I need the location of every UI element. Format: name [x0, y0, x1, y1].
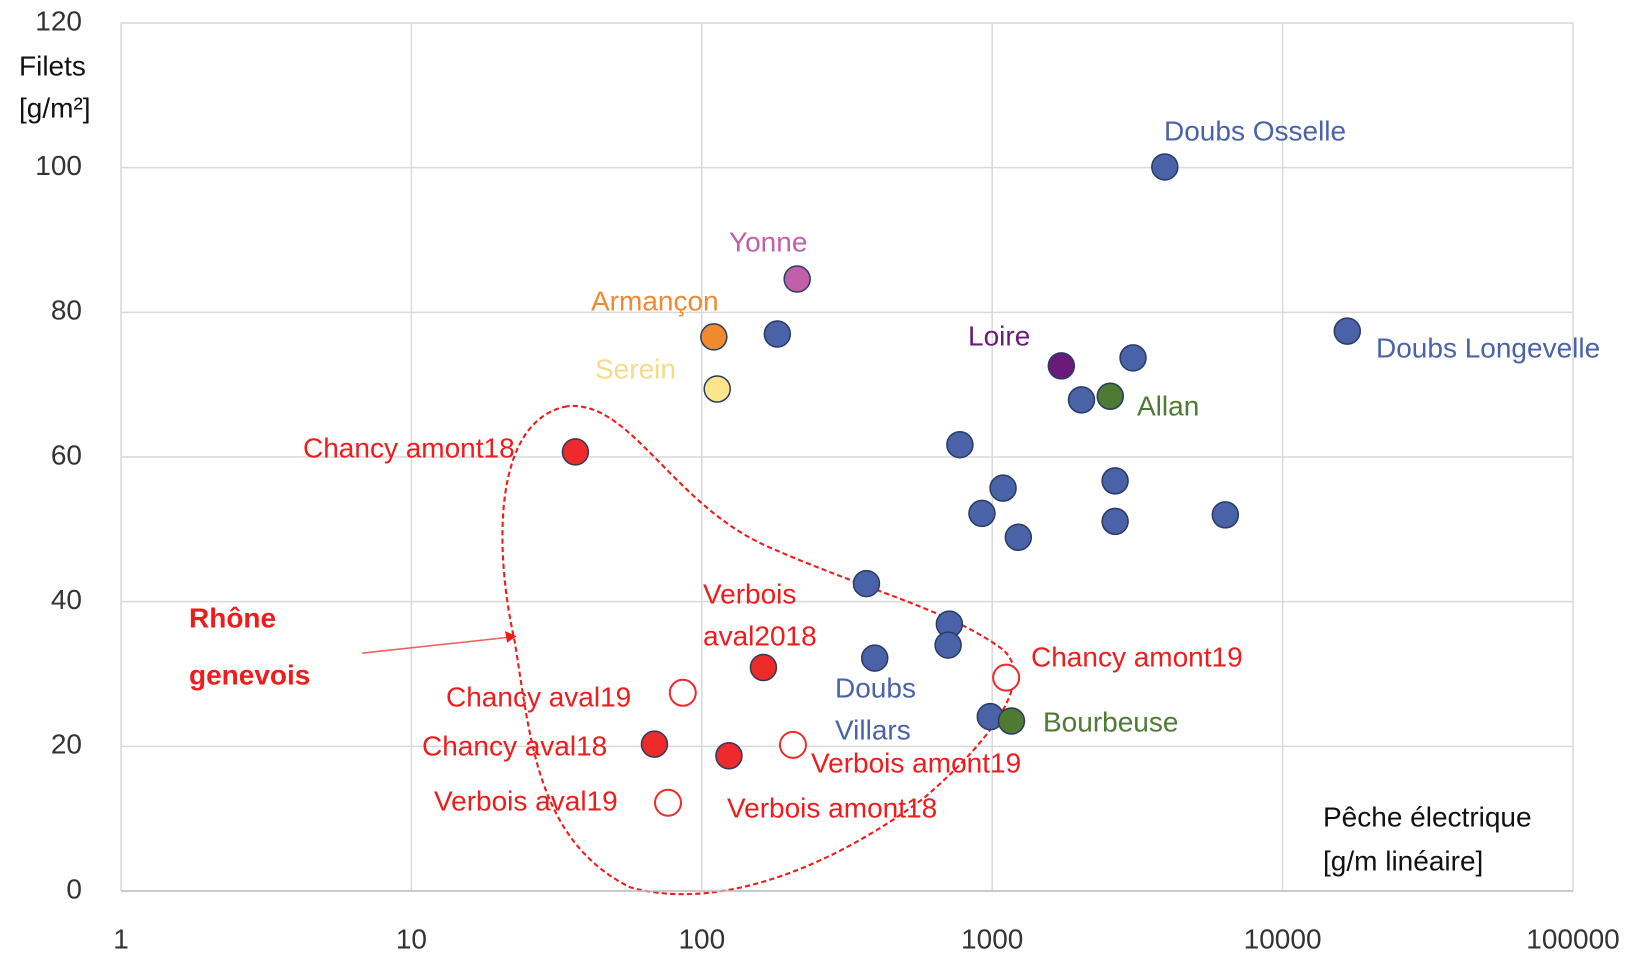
point [1101, 467, 1129, 495]
y-axis-label: [g/m²] [19, 92, 91, 123]
point [640, 730, 669, 758]
annotation: Chancy amont18 [303, 432, 515, 463]
grid [120, 22, 1574, 892]
point [968, 499, 996, 528]
point [763, 320, 792, 348]
annotation: Yonne [729, 226, 807, 257]
annotation: Bourbeuse [1043, 706, 1178, 737]
x-tick-label: 1 [113, 923, 129, 954]
point [749, 653, 778, 682]
annotation: Villars [835, 714, 911, 745]
arrow-head [505, 631, 517, 643]
y-tick-label: 40 [51, 584, 82, 615]
point [778, 730, 807, 759]
point [1119, 344, 1147, 372]
point [860, 644, 889, 672]
x-tick-label: 10000 [1244, 923, 1322, 954]
point [997, 707, 1026, 735]
point [1101, 507, 1129, 536]
y-tick-label: 80 [51, 295, 82, 326]
annotation: Doubs Osselle [1164, 115, 1346, 146]
annotation: Chancy amont19 [1031, 641, 1243, 672]
point [1067, 386, 1096, 414]
x-axis-label: Pêche électrique [1323, 801, 1532, 832]
annotation: Doubs Longevelle [1376, 332, 1600, 363]
point [561, 438, 590, 466]
annotation: Chancy aval18 [422, 730, 607, 761]
rhone-outline [362, 405, 1016, 896]
annotation: Allan [1137, 390, 1199, 421]
point [700, 323, 728, 351]
point [946, 430, 974, 459]
annotation: Verbois aval19 [434, 785, 618, 816]
annotation: genevois [189, 659, 310, 690]
y-tick-label: 20 [51, 729, 82, 760]
point [852, 569, 881, 598]
point [654, 788, 683, 817]
dashed-loop [501, 405, 1016, 896]
point [1151, 153, 1179, 181]
arrow-line [362, 636, 509, 654]
x-tick-label: 1000 [961, 923, 1023, 954]
point [668, 678, 697, 707]
point [1004, 523, 1033, 552]
point [703, 375, 731, 403]
point [1333, 317, 1362, 345]
annotation: Loire [968, 320, 1030, 351]
annotation: aval2018 [703, 620, 817, 651]
annotation: Doubs [835, 672, 916, 703]
point [1211, 501, 1240, 529]
annotation: Verbois amont18 [727, 792, 937, 823]
x-axis-label: [g/m linéaire] [1323, 845, 1483, 876]
x-tick-label: 100 [678, 923, 725, 954]
point [783, 265, 811, 293]
annotation: Chancy aval19 [446, 681, 631, 712]
y-tick-label: 60 [51, 439, 82, 470]
point [1047, 352, 1076, 380]
point [715, 741, 743, 770]
point [989, 474, 1017, 502]
annotation: Rhône [189, 602, 276, 633]
annotation: Verbois [703, 578, 796, 609]
annotation: Armançon [591, 285, 719, 316]
y-axis-label: Filets [19, 50, 86, 81]
y-tick-label: 0 [66, 873, 82, 904]
x-tick-label: 10 [396, 923, 427, 954]
point [934, 631, 962, 659]
point [992, 663, 1021, 692]
y-tick-label: 100 [35, 150, 82, 181]
point [1096, 382, 1125, 410]
annotation: Serein [595, 353, 676, 384]
annotation: Verbois amont19 [811, 747, 1021, 778]
y-tick-label: 120 [35, 5, 82, 36]
x-tick-label: 100000 [1526, 923, 1619, 954]
